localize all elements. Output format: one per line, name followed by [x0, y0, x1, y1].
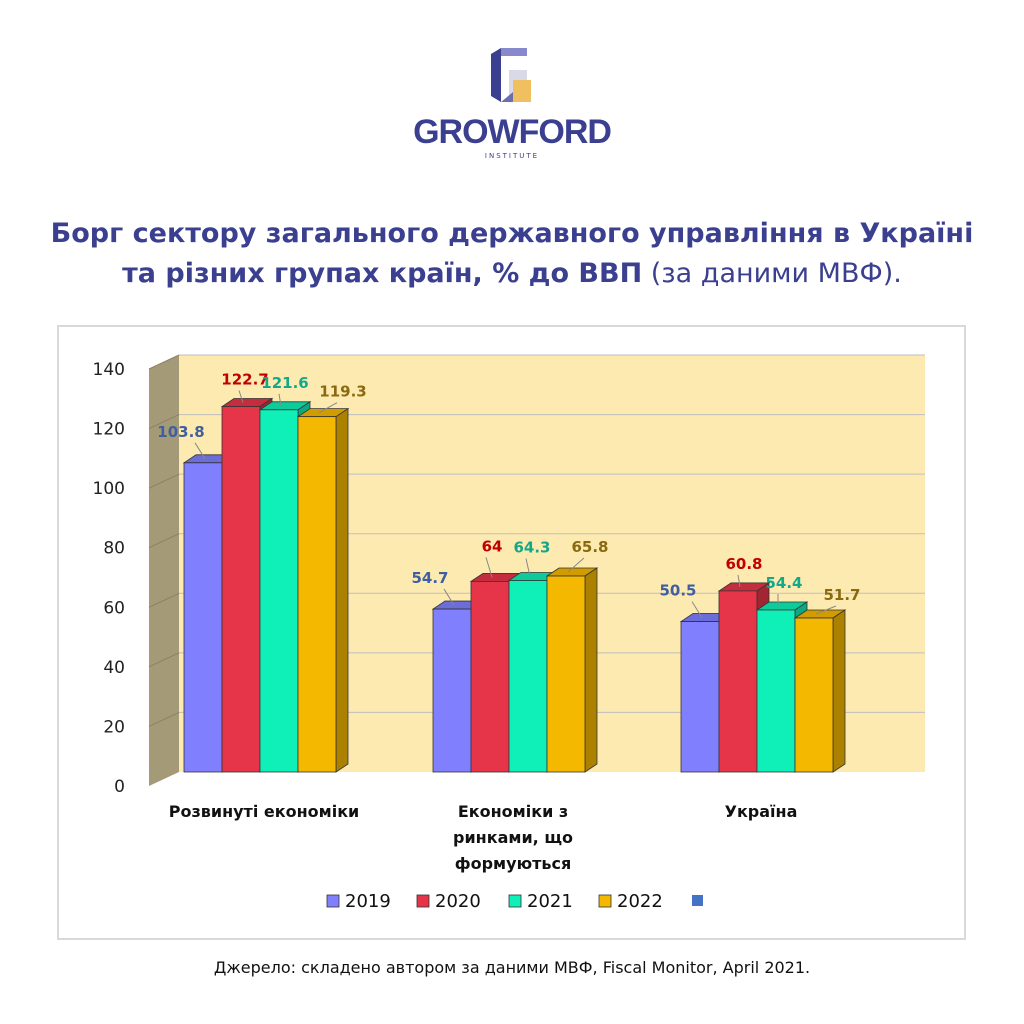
y-tick-label: 80	[103, 539, 125, 559]
data-label-leader	[278, 393, 282, 406]
data-label-leader	[443, 588, 455, 606]
bar-side	[584, 567, 598, 773]
data-label: 60.8	[725, 555, 762, 573]
brand-name: GROWFORD	[413, 113, 612, 151]
bar-side	[335, 407, 349, 773]
bar-side	[832, 609, 846, 773]
bar	[680, 621, 720, 773]
gridline-side	[148, 414, 180, 430]
bar	[756, 609, 796, 773]
data-label: 119.3	[319, 383, 366, 401]
data-label-leader	[485, 557, 493, 578]
title-line-2-bold: та різних групах країн, % до ВВП	[122, 258, 643, 289]
y-tick-label: 100	[93, 479, 125, 499]
data-label: 121.6	[261, 374, 308, 392]
data-label: 122.7	[221, 371, 268, 389]
legend-swatch	[416, 894, 430, 908]
y-tick-label: 20	[103, 717, 125, 737]
bar	[546, 575, 586, 773]
brand-subtitle: INSTITUTE	[484, 152, 540, 160]
y-tick-label: 120	[93, 420, 125, 440]
bar	[508, 580, 548, 773]
category-label: Розвинуті економіки	[169, 802, 360, 821]
legend-swatch	[326, 894, 340, 908]
data-label: 64	[482, 537, 503, 555]
title-line-2-regular: (за даними МВФ).	[642, 258, 902, 289]
title-line-1: Борг сектору загального державного управ…	[50, 218, 974, 249]
legend-swatch	[598, 894, 612, 908]
gridline-side	[148, 711, 180, 727]
data-label-leader	[318, 402, 338, 414]
y-tick-label: 0	[114, 777, 125, 797]
chart-frame: 0 20 40 60 80 100 120 140 103.8 122.7 121.6 119.3 Ро…	[57, 325, 966, 940]
category-label: Економіки з	[458, 802, 568, 821]
bar	[221, 406, 261, 773]
data-label-leader	[815, 605, 837, 615]
bar	[718, 590, 758, 773]
y-tick-label: 60	[103, 598, 125, 618]
data-label-leader	[238, 390, 244, 403]
bar	[794, 617, 834, 773]
category-label: формуються	[455, 854, 572, 873]
bar	[470, 580, 510, 773]
data-label-leader	[567, 557, 585, 573]
data-label: 54.7	[411, 569, 448, 587]
category-label: ринками, що	[453, 828, 573, 847]
gridline-side	[148, 473, 180, 489]
y-tick-label: 40	[103, 658, 125, 678]
data-label: 50.5	[659, 582, 696, 600]
legend-label: 2020	[435, 891, 481, 912]
data-label: 51.7	[823, 586, 860, 604]
bar	[432, 608, 472, 773]
gridline-side	[148, 592, 180, 608]
gridline-side	[148, 652, 180, 668]
legend-label: 2021	[527, 891, 573, 912]
data-label-leader	[737, 574, 741, 587]
data-label: 103.8	[157, 423, 204, 441]
bar	[297, 416, 337, 773]
logo: GROWFORD INSTITUTE	[0, 40, 1024, 160]
page-title: Борг сектору загального державного управ…	[0, 214, 1024, 294]
legend-label: 2019	[345, 891, 391, 912]
data-label-leader	[525, 558, 531, 577]
data-label: 65.8	[571, 538, 608, 556]
data-label: 54.4	[765, 574, 802, 592]
data-label-leader	[194, 442, 206, 460]
legend-extra-marker	[692, 895, 703, 906]
data-label: 64.3	[513, 538, 550, 556]
category-label: Україна	[725, 802, 798, 821]
growford-logo-icon	[491, 48, 531, 102]
bar	[183, 462, 223, 773]
legend-label: 2022	[617, 891, 663, 912]
bar	[259, 409, 299, 773]
y-tick-label: 140	[93, 360, 125, 380]
data-label-leader	[691, 601, 703, 618]
chart-side-wall	[149, 355, 179, 786]
gridline-side	[148, 354, 180, 370]
gridline-side	[148, 533, 180, 549]
source-note: Джерело: складено автором за даними МВФ,…	[213, 958, 811, 977]
legend-swatch	[508, 894, 522, 908]
